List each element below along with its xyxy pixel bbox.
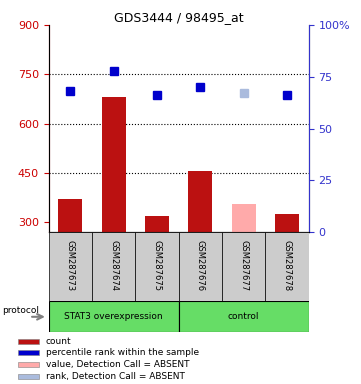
Bar (58, 199, 82, 232)
Text: protocol: protocol (3, 306, 39, 314)
Text: rank, Detection Call = ABSENT: rank, Detection Call = ABSENT (46, 372, 185, 381)
Bar (18, 350, 39, 356)
Bar (179, 232, 222, 301)
Text: percentile rank within the sample: percentile rank within the sample (46, 348, 199, 358)
Bar (265, 232, 309, 301)
Bar (222, 232, 265, 301)
Bar (92, 232, 135, 301)
Bar (188, 171, 212, 232)
Bar (18, 374, 39, 379)
Text: GSM287678: GSM287678 (283, 240, 291, 291)
Text: count: count (46, 337, 71, 346)
Bar (145, 216, 169, 232)
Text: value, Detection Call = ABSENT: value, Detection Call = ABSENT (46, 360, 190, 369)
Text: GSM287675: GSM287675 (153, 240, 161, 291)
Bar (179, 301, 309, 332)
Text: GSM287676: GSM287676 (196, 240, 205, 291)
Text: control: control (228, 312, 260, 321)
Bar (275, 214, 299, 232)
Text: GSM287677: GSM287677 (239, 240, 248, 291)
Bar (49, 232, 92, 301)
Bar (49, 301, 179, 332)
Bar (232, 204, 256, 232)
Bar (135, 232, 179, 301)
Title: GDS3444 / 98495_at: GDS3444 / 98495_at (114, 11, 244, 24)
Bar (18, 339, 39, 344)
Bar (18, 362, 39, 367)
Text: STAT3 overexpression: STAT3 overexpression (64, 312, 163, 321)
Text: GSM287674: GSM287674 (109, 240, 118, 291)
Bar (102, 98, 126, 232)
Text: GSM287673: GSM287673 (66, 240, 75, 291)
